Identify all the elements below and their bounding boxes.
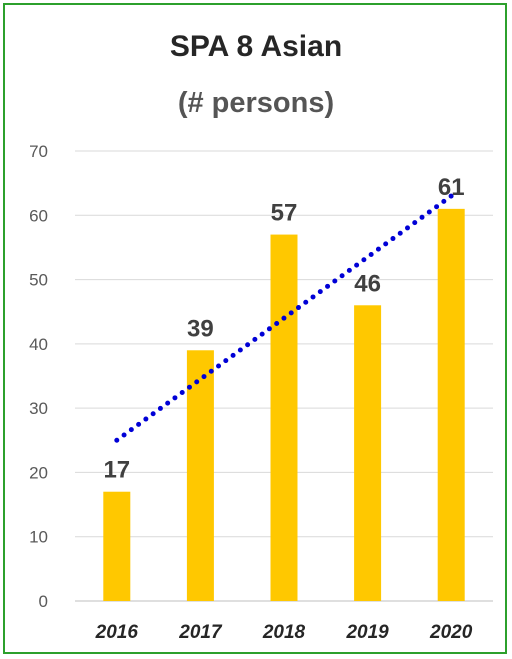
y-tick-label: 0 — [39, 592, 48, 611]
x-tick-label: 2017 — [178, 622, 223, 643]
y-tick-label: 70 — [29, 142, 48, 161]
bars — [103, 208, 465, 602]
bar-2016 — [103, 491, 131, 601]
y-tick-label: 10 — [29, 528, 48, 547]
bar-2020 — [437, 208, 465, 601]
trendline-line — [114, 193, 454, 443]
y-tick-label: 40 — [29, 335, 48, 354]
data-label-2019: 46 — [354, 270, 381, 297]
x-tick-label: 2016 — [95, 622, 139, 643]
chart-title: SPA 8 Asian — [169, 30, 343, 63]
x-tick-label: 2018 — [262, 622, 306, 643]
bar-2018 — [270, 234, 298, 602]
x-tick-label: 2020 — [429, 622, 473, 643]
data-label-2018: 57 — [271, 200, 298, 227]
y-tick-label: 20 — [29, 463, 48, 482]
data-label-2020: 61 — [438, 174, 465, 201]
data-label-2017: 39 — [187, 315, 214, 342]
y-tick-label: 50 — [29, 271, 48, 290]
x-tick-label: 2019 — [345, 622, 389, 643]
chart-subtitle: (# persons) — [177, 87, 335, 119]
data-label-2016: 17 — [103, 457, 130, 484]
y-tick-label: 60 — [29, 206, 48, 225]
y-tick-label: 30 — [29, 399, 48, 418]
trendline — [114, 193, 454, 443]
bar-2019 — [354, 305, 382, 601]
labels: 0 10 20 30 40 50 60 70 17 2016 39 2017 57 2018 46 2019 6… — [29, 142, 473, 643]
chart-frame — [3, 3, 507, 654]
bar-2017 — [186, 350, 214, 601]
